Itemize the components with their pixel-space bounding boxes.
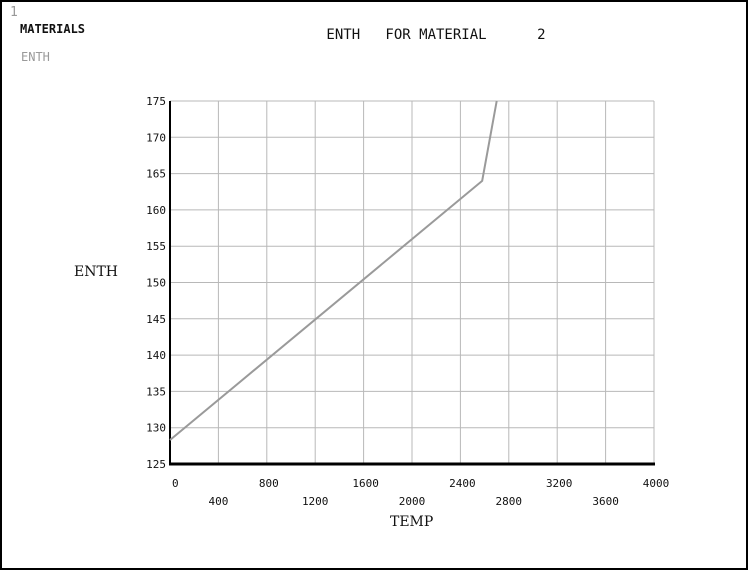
chart-title: ENTH FOR MATERIAL 2 <box>326 27 546 43</box>
legend-title: MATERIALS <box>20 22 86 36</box>
y-tick-label: 135 <box>146 385 166 398</box>
y-tick-label: 140 <box>146 349 166 362</box>
y-tick-label: 155 <box>146 240 166 253</box>
y-tick-label: 165 <box>146 168 166 181</box>
y-tick-label: 175 <box>146 95 166 108</box>
x-tick-label: 2000 <box>399 495 426 508</box>
y-axis-label: ENTH <box>74 264 119 280</box>
legend-item-enth: ENTH <box>21 50 50 64</box>
x-tick-label: 400 <box>208 495 228 508</box>
x-axis-label: TEMP <box>390 514 434 530</box>
x-tick-label: 1600 <box>352 477 379 490</box>
x-tick-label: 4000 <box>643 477 670 490</box>
y-tick-label: 130 <box>146 422 166 435</box>
window-number: 1 <box>10 5 18 20</box>
x-tick-label: 3600 <box>592 495 619 508</box>
y-tick-label: 160 <box>146 204 166 217</box>
y-tick-label: 145 <box>146 313 166 326</box>
x-tick-label: 1200 <box>302 495 329 508</box>
y-tick-label: 170 <box>146 131 166 144</box>
x-tick-label: 3200 <box>546 477 573 490</box>
x-tick-label: 2400 <box>449 477 476 490</box>
x-tick-label: 2800 <box>496 495 523 508</box>
y-tick-label: 150 <box>146 277 166 290</box>
series-line-enth <box>169 100 498 441</box>
x-tick-label: 0 <box>172 477 179 490</box>
y-tick-label: 125 <box>146 458 166 471</box>
x-tick-label: 800 <box>259 477 279 490</box>
